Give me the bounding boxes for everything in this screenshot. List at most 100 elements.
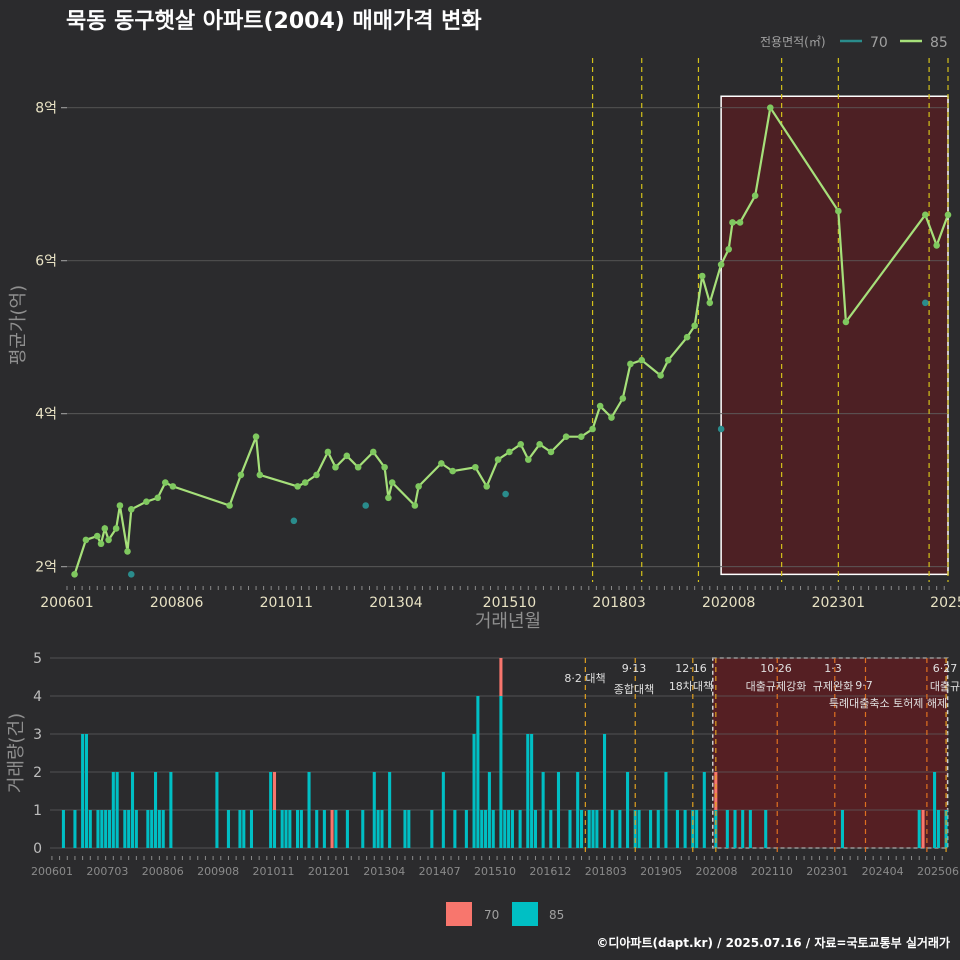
series-85-point xyxy=(725,245,732,253)
volume-bar-85 xyxy=(649,810,653,848)
series-85-point xyxy=(698,272,706,280)
volume-bar-85 xyxy=(288,810,292,848)
event-annotation: 종합대책 xyxy=(614,683,654,696)
volume-x-tick-label: 202008 xyxy=(696,865,738,878)
volume-bar-85 xyxy=(441,772,445,848)
volume-bar-85 xyxy=(526,734,530,848)
volume-bar-85 xyxy=(134,810,138,848)
volume-bar-85 xyxy=(453,810,457,848)
x-tick-label: 201011 xyxy=(260,595,313,611)
volume-bar-85 xyxy=(618,810,622,848)
series-85-point xyxy=(736,219,744,226)
series-85-point xyxy=(105,536,112,544)
series-85-point xyxy=(608,414,615,421)
series-85-point xyxy=(944,211,952,219)
volume-bar-85 xyxy=(472,734,476,848)
series-70-point xyxy=(717,425,725,433)
event-annotation: 18차대책 xyxy=(669,680,713,693)
volume-bar-85 xyxy=(510,810,514,848)
volume-x-tick-label: 202301 xyxy=(806,865,848,878)
volume-bar-85 xyxy=(733,810,737,848)
volume-bar-85 xyxy=(376,810,380,848)
x-tick-label: 200601 xyxy=(40,595,93,611)
volume-x-tick-label: 201011 xyxy=(253,865,295,878)
series-85-point xyxy=(381,463,388,471)
volume-bar-85 xyxy=(161,810,165,848)
volume-bar-85 xyxy=(491,810,495,848)
series-85-point xyxy=(562,433,570,440)
volume-bar-85 xyxy=(153,772,158,848)
volume-bar-85 xyxy=(269,772,273,848)
volume-bar-85 xyxy=(576,772,580,848)
series-85-point xyxy=(112,525,120,532)
volume-bar-85 xyxy=(130,772,135,848)
volume-y-tick-label: 5 xyxy=(33,651,42,667)
series-85-point xyxy=(438,460,445,467)
volume-bar-85 xyxy=(430,810,434,848)
volume-bar-85 xyxy=(61,810,65,848)
volume-x-tick-label: 201304 xyxy=(363,865,405,878)
volume-bar-85 xyxy=(115,772,119,848)
series-85-point xyxy=(596,402,604,410)
volume-bar-85 xyxy=(695,810,699,848)
volume-bar-85 xyxy=(748,810,752,848)
volume-panel: 0 1 2 3 4 5 8·2 대책 9·13 종합대책 12·16 18차대책 10·26 대출규제강… xyxy=(6,651,960,878)
volume-y-tick-label: 2 xyxy=(33,765,42,781)
series-70-point xyxy=(922,299,929,307)
volume-bar-85 xyxy=(579,810,584,848)
legend-label-70-bottom: 70 xyxy=(484,908,499,922)
chart-title: 묵동 동구햇살 아파트(2004) 매매가격 변화 xyxy=(66,9,482,34)
bottom-legend: 70 85 xyxy=(446,902,564,926)
series-85-point xyxy=(124,548,131,555)
series-85-point xyxy=(415,483,422,490)
event-annotation: 10·26 xyxy=(760,662,792,675)
volume-x-tick-label: 202506 xyxy=(917,865,959,878)
volume-bar-85 xyxy=(284,810,288,848)
series-85-point xyxy=(766,104,774,112)
x-tick-label: 201304 xyxy=(369,595,423,611)
volume-bar-85 xyxy=(518,810,522,848)
series-85-point xyxy=(313,471,320,479)
volume-bar-85 xyxy=(464,810,468,848)
series-85-point xyxy=(638,356,646,364)
series-85-point xyxy=(385,494,392,502)
volume-bar-85 xyxy=(626,772,630,848)
series-85-point xyxy=(933,242,940,249)
volume-y-tick-label: 0 xyxy=(33,841,42,857)
series-85-point xyxy=(483,483,491,490)
volume-bar-85 xyxy=(372,772,376,848)
y-tick-label: 4억 xyxy=(35,407,57,423)
y-tick-label: 6억 xyxy=(35,254,57,270)
y-tick-label: 8억 xyxy=(35,101,57,117)
volume-bar-85 xyxy=(307,772,311,848)
series-85-point xyxy=(369,448,377,456)
series-85-point xyxy=(547,448,555,456)
series-85-point xyxy=(301,479,309,486)
event-annotation: 대출규 xyxy=(930,680,960,693)
volume-bar-85 xyxy=(503,810,507,848)
footer-credit: ©디아파트(dapt.kr) / 2025.07.16 / 자료=국토교통부 실… xyxy=(596,935,950,950)
volume-bar-85 xyxy=(96,810,100,848)
legend-title: 전용면적(㎡) xyxy=(760,35,826,49)
series-85-point xyxy=(717,261,725,268)
volume-bar-85 xyxy=(917,810,921,848)
volume-bar-85 xyxy=(480,810,484,848)
volume-bar-85 xyxy=(741,810,745,848)
volume-bar-85 xyxy=(84,734,88,848)
volume-bar-85 xyxy=(587,810,591,848)
series-85-point xyxy=(506,448,513,456)
series-70-point xyxy=(290,517,298,525)
series-85-point xyxy=(589,425,596,433)
top-legend: 전용면적(㎡) 70 85 xyxy=(760,35,948,51)
volume-y-tick-label: 4 xyxy=(33,689,42,705)
series-85-point xyxy=(143,498,150,505)
event-annotation: 8·2 대책 xyxy=(564,672,605,685)
volume-bar-85 xyxy=(403,810,407,848)
volume-bar-85 xyxy=(295,810,300,848)
volume-x-tick-label: 201612 xyxy=(529,865,571,878)
series-85-point xyxy=(294,483,301,490)
x-tick-label: 2025 xyxy=(930,595,960,611)
event-annotation: 6·27 xyxy=(933,662,958,675)
volume-bar-85 xyxy=(111,772,115,848)
volume-bar-70 xyxy=(499,658,503,696)
